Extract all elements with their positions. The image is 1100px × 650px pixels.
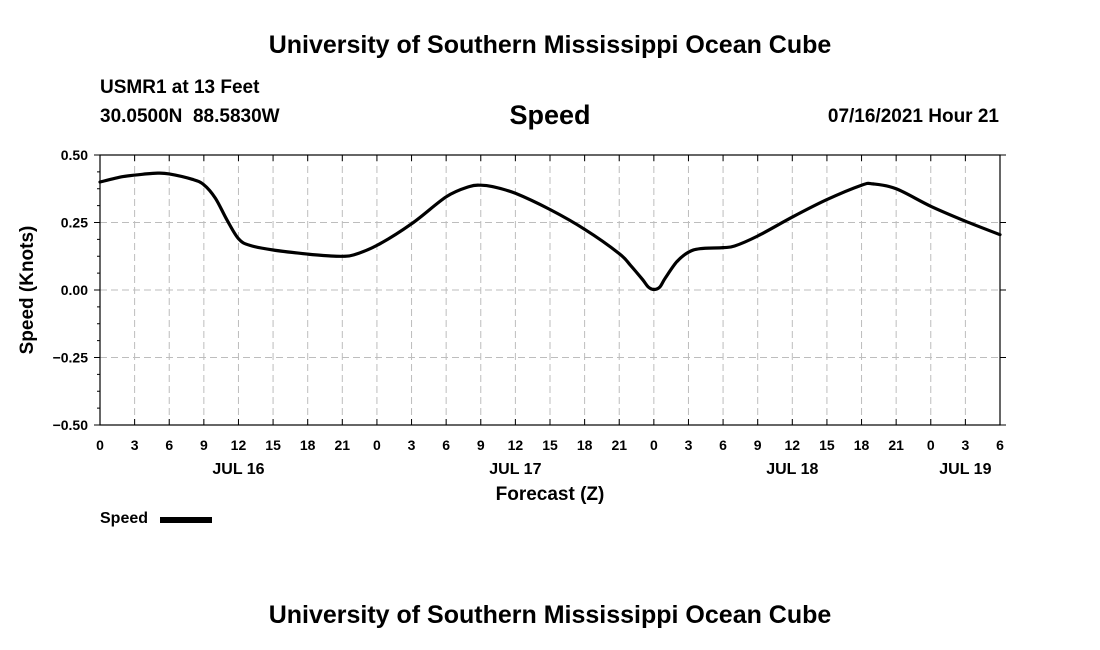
plot-frame	[99, 154, 1001, 426]
x-tick-label: 15	[265, 437, 281, 453]
x-tick-label: 3	[131, 437, 139, 453]
x-tick-label: 18	[577, 437, 593, 453]
x-tick-label: 3	[408, 437, 416, 453]
y-tick-label: −0.25	[53, 350, 89, 366]
x-tick-label: 12	[231, 437, 247, 453]
x-tick-label: 0	[650, 437, 658, 453]
x-tick-label: 6	[996, 437, 1004, 453]
station-coordinates: 30.0500N 88.5830W	[100, 106, 280, 127]
footer-title: University of Southern Mississippi Ocean…	[268, 601, 832, 629]
x-tick-label: 21	[888, 437, 904, 453]
date-label: JUL 16	[212, 461, 264, 478]
x-tick-label: 6	[442, 437, 450, 453]
x-tick-label: 15	[819, 437, 835, 453]
y-tick-label: 0.50	[61, 147, 88, 163]
x-tick-label: 9	[754, 437, 762, 453]
y-tick-label: −0.50	[53, 417, 89, 433]
date-label: JUL 17	[489, 461, 541, 478]
date-labels: JUL 16 JUL 17 JUL 18 JUL 19	[212, 461, 991, 478]
date-label: JUL 18	[766, 461, 818, 478]
speed-series-line	[98, 171, 1002, 292]
x-tick-label: 18	[300, 437, 316, 453]
legend-swatch	[160, 517, 212, 523]
station-label: USMR1 at 13 Feet	[100, 77, 260, 98]
x-tick-label: 12	[508, 437, 524, 453]
x-tick-label: 3	[685, 437, 693, 453]
x-tick-label: 6	[165, 437, 173, 453]
x-tick-label: 0	[96, 437, 104, 453]
x-tick-label: 15	[542, 437, 558, 453]
x-tick-label: 0	[927, 437, 935, 453]
x-tick-labels: 0 3 6 9 12 15 18 21 0 3 6 9 12 15 18 21 0 3 6 9 12 15 18 21 0 3 6	[96, 437, 1004, 453]
x-tick-label: 9	[477, 437, 485, 453]
x-tick-label: 0	[373, 437, 381, 453]
chart-title: University of Southern Mississippi Ocean…	[268, 31, 832, 59]
x-tick-label: 12	[785, 437, 801, 453]
x-tick-label: 21	[335, 437, 351, 453]
y-tick-label: 0.00	[61, 282, 88, 298]
x-tick-label: 9	[200, 437, 208, 453]
x-tick-label: 6	[719, 437, 727, 453]
variable-title: Speed	[509, 100, 591, 130]
legend-label: Speed	[100, 510, 149, 527]
x-axis-label: Forecast (Z)	[496, 484, 605, 505]
y-axis-label: Speed (Knots)	[17, 226, 38, 355]
forecast-timestamp: 07/16/2021 Hour 21	[827, 106, 999, 127]
date-label: JUL 19	[939, 461, 991, 478]
x-tick-label: 18	[854, 437, 870, 453]
chart-grid	[100, 155, 1000, 425]
y-tick-label: 0.25	[61, 215, 88, 231]
x-tick-label: 3	[961, 437, 969, 453]
y-tick-labels: −0.50 −0.25 0.00 0.25 0.50	[53, 147, 89, 433]
x-tick-label: 21	[611, 437, 627, 453]
